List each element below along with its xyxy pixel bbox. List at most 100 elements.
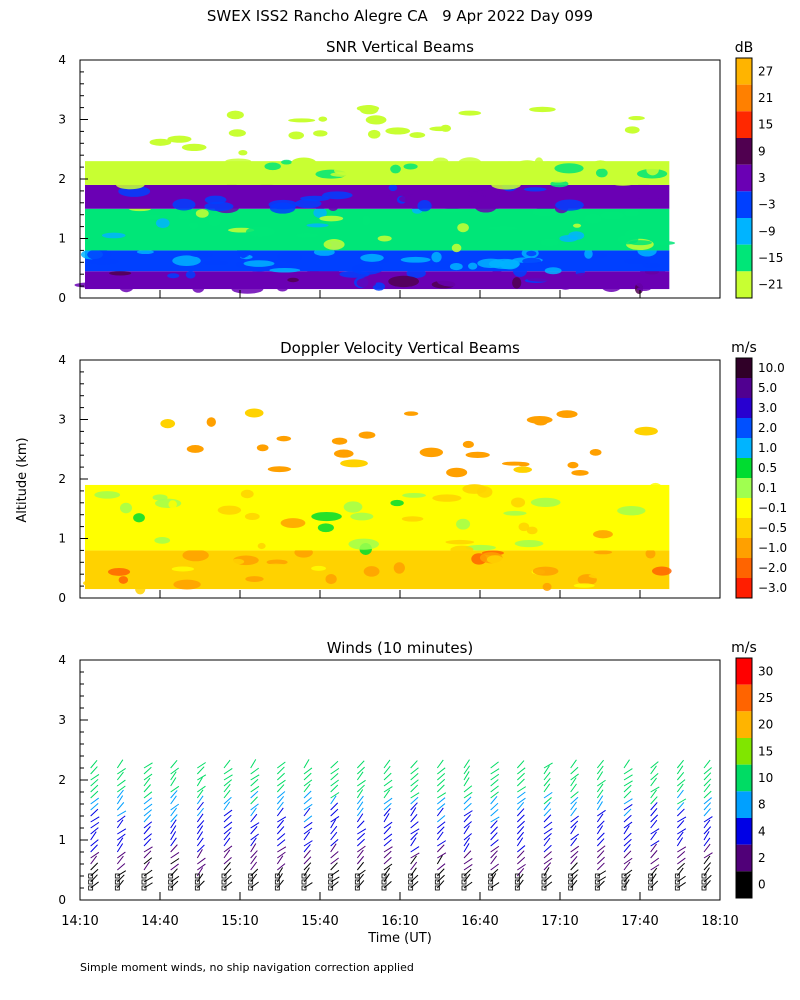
wind-barb xyxy=(463,837,470,847)
wind-barb xyxy=(356,760,365,769)
wind-barb xyxy=(250,855,257,865)
wind-barb xyxy=(623,804,633,811)
texture-blob xyxy=(456,518,471,530)
wind-barb xyxy=(196,807,204,817)
wind-barb xyxy=(490,839,499,847)
texture-blob xyxy=(281,159,293,165)
wind-barb xyxy=(516,814,525,823)
calm-marker xyxy=(434,879,440,885)
wind-barb xyxy=(410,784,419,793)
texture-blob xyxy=(400,256,431,263)
wind-barb xyxy=(516,808,525,817)
wind-barb xyxy=(490,850,498,859)
wind-barb xyxy=(463,868,472,877)
texture-blob xyxy=(601,193,624,201)
texture-blob xyxy=(388,184,398,192)
calm-marker xyxy=(114,879,120,885)
wind-barb xyxy=(463,843,470,853)
wind-barb xyxy=(516,850,525,859)
wind-barb xyxy=(90,855,98,865)
texture-blob xyxy=(169,282,198,289)
wind-barb xyxy=(676,772,685,781)
wind-barb xyxy=(570,773,579,781)
wind-barb xyxy=(596,880,605,889)
wind-barb xyxy=(383,873,390,883)
texture-blob xyxy=(532,566,559,576)
wind-barb xyxy=(543,814,552,823)
texture-blob xyxy=(217,505,242,515)
upper-echo xyxy=(288,118,316,123)
texture-blob xyxy=(173,579,201,590)
wind-barb xyxy=(170,771,177,781)
wind-barb xyxy=(623,879,630,889)
wind-barb xyxy=(543,862,552,871)
plot-area xyxy=(83,408,672,595)
wind-barb xyxy=(170,819,177,829)
wind-barb xyxy=(170,790,178,799)
wind-barb xyxy=(463,864,473,871)
wind-barb xyxy=(383,772,392,781)
wind-barb xyxy=(143,784,151,793)
calm-marker xyxy=(194,873,200,879)
texture-blob xyxy=(593,550,613,555)
wind-barb xyxy=(383,802,392,811)
wind-barb xyxy=(676,867,684,877)
texture-blob xyxy=(636,286,651,291)
wind-barb xyxy=(143,797,153,805)
wind-barb xyxy=(490,845,500,853)
wind-barb xyxy=(650,880,659,889)
wind-barb xyxy=(623,821,633,829)
wind-barb xyxy=(356,807,364,817)
wind-barb xyxy=(543,881,553,889)
wind-barb xyxy=(703,778,712,787)
wind-barb xyxy=(383,807,391,817)
wind-barb xyxy=(437,767,446,775)
texture-blob xyxy=(528,555,539,561)
wind-barb xyxy=(437,863,446,871)
texture-blob xyxy=(87,258,119,265)
texture-blob xyxy=(558,569,583,577)
wind-barb xyxy=(543,783,551,793)
texture-blob xyxy=(491,269,503,280)
wind-barb xyxy=(356,832,366,841)
wind-barb xyxy=(276,766,285,775)
wind-barb xyxy=(197,863,206,871)
texture-blob xyxy=(624,258,651,265)
wind-barb xyxy=(650,796,658,805)
wind-barb xyxy=(90,821,100,829)
texture-blob xyxy=(432,494,462,502)
texture-blob xyxy=(588,573,616,579)
calm-marker xyxy=(541,873,547,879)
wind-barb xyxy=(90,773,100,781)
calm-marker xyxy=(354,885,360,891)
texture-blob xyxy=(328,204,338,211)
texture-blob xyxy=(436,275,467,287)
colorbar-label: 1.0 xyxy=(758,441,777,455)
wind-barb xyxy=(596,789,604,799)
colorbar-unit: m/s xyxy=(731,640,757,656)
wind-barb xyxy=(490,802,499,811)
wind-barb xyxy=(623,832,632,841)
texture-blob xyxy=(180,486,192,496)
wind-barb xyxy=(596,856,605,865)
wind-barb xyxy=(437,821,446,829)
texture-blob xyxy=(319,215,344,222)
wind-barb xyxy=(303,831,311,841)
wind-barb xyxy=(650,864,660,871)
wind-barb xyxy=(516,778,525,787)
texture-blob xyxy=(540,238,559,247)
texture-blob xyxy=(642,262,661,269)
colorbar-label: 8 xyxy=(758,798,766,812)
wind-barb xyxy=(383,765,391,775)
calm-marker xyxy=(514,873,520,879)
texture-blob xyxy=(119,280,134,293)
texture-blob xyxy=(348,538,380,550)
wind-barb xyxy=(170,795,177,805)
wind-barb xyxy=(90,759,98,769)
colorbar-frame xyxy=(735,357,753,599)
calm-marker xyxy=(701,885,707,891)
wind-barb xyxy=(250,861,258,871)
texture-blob xyxy=(313,207,327,219)
texture-blob xyxy=(182,549,209,562)
texture-blob xyxy=(314,189,325,196)
